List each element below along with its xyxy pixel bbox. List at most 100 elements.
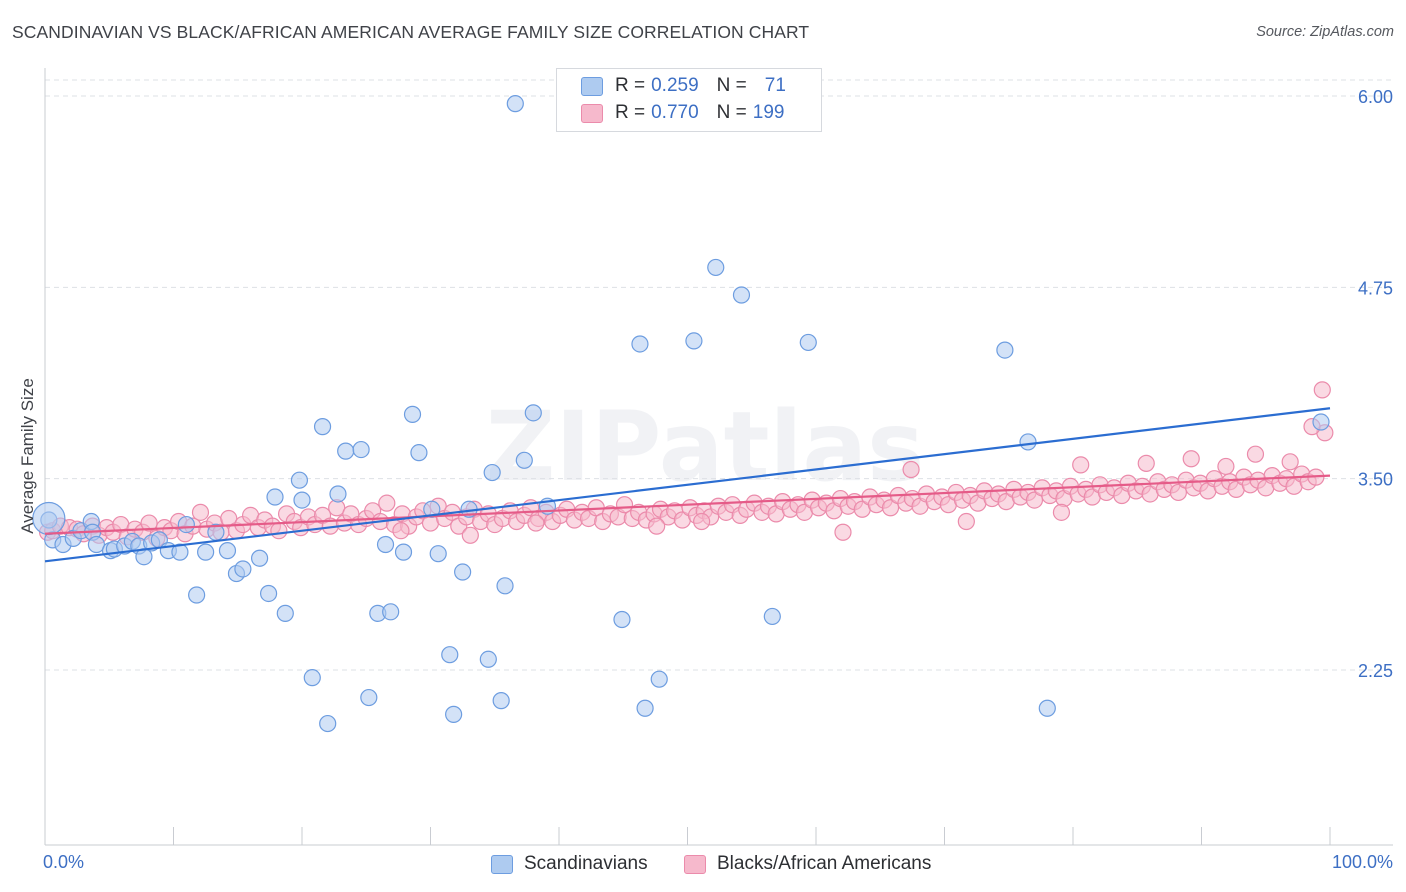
correlation-legend: R = 0.259 N = 71 R = 0.770 N = 199 [556,68,822,132]
scandinavian-point [479,650,497,668]
scandinavian-point [177,515,195,534]
scandinavian-point [337,442,355,460]
black-african-american-point [1182,450,1200,468]
scandinavian-point [445,705,463,723]
scandinavian-point [429,545,447,563]
bottom-legend-swatch-blue [491,854,513,874]
y-axis-label: Average Family Size [18,378,37,534]
scandinavian-point [631,335,649,353]
legend-swatch-pink [581,103,603,123]
scandinavian-point [360,688,378,707]
scandinavian-point [250,549,269,567]
black-african-american-point [140,514,158,532]
black-african-american-point [392,522,410,540]
black-african-american-point [1217,457,1235,476]
bottom-legend-scandinavians: Scandinavians [491,852,648,876]
y-tick-label: 2.25 [1358,661,1393,681]
scandinavian-point [996,341,1014,359]
scandinavian-point [382,603,400,621]
legend-row-black-african-american: R = 0.770 N = 199 [581,101,784,125]
scandinavian-point [410,444,428,462]
scandinavian-point [763,607,781,626]
black-african-american-point [378,494,396,512]
scandinavian-point [492,692,510,710]
scandinavian-point [454,563,472,581]
black-african-american-point [1025,491,1044,509]
black-african-american-point [648,517,666,535]
scandinavian-point [685,332,703,350]
scandinavian-point [197,543,215,561]
y-tick-label: 4.75 [1358,278,1393,298]
y-tick-label: 6.00 [1358,87,1393,107]
scandinavian-point [636,699,654,717]
black-african-american-point [1137,454,1155,472]
bottom-legend-swatch-pink [684,854,706,874]
legend-n-label: N = [716,102,747,123]
scandinavian-point [376,535,395,554]
scandinavian-point [496,577,514,595]
scandinavian-point [394,543,413,561]
scandinavian-point [441,646,459,664]
scandinavian-point [87,535,106,554]
scandinavian-trend-line [44,407,1331,563]
scandinavian-point [303,669,321,687]
legend-swatch-blue [581,76,603,96]
scandinavian-point [259,584,278,603]
scandinavian-point [1038,699,1056,717]
black-african-american-point [527,514,545,532]
scandinavian-point [1019,433,1037,451]
black-african-american-point [1281,453,1299,471]
scandinavian-point [352,440,370,459]
scandinavian-point [515,451,533,469]
scandinavian-point [290,471,309,489]
legend-r-label: R = [615,75,646,96]
black-african-american-point [270,522,288,540]
bottom-legend-label: Blacks/African Americans [717,853,932,874]
scandinavian-point [506,95,524,113]
scandinavian-point [1312,413,1330,431]
scandinavian-point [524,404,542,422]
scandinavian-point [329,485,347,503]
black-african-american-trend-line [44,474,1331,535]
y-tick-label: 3.50 [1358,470,1393,490]
scandinavian-point [313,418,332,436]
legend-n-value: 71 [764,75,786,96]
scandinavian-point [266,488,284,506]
legend-r-label: R = [615,102,646,123]
black-african-american-point [957,512,975,531]
watermark: ZIPatlas [486,391,925,503]
black-african-american-point [1072,456,1090,474]
black-african-american-point [881,499,900,517]
legend-r-value: 0.770 [651,102,699,123]
black-african-american-point [1246,445,1265,463]
black-african-american-point [902,460,920,479]
black-african-american-point [693,512,711,531]
bottom-legend-black-african-american: Blacks/African Americans [684,852,931,876]
black-african-american-point [834,523,852,541]
black-african-american-point [1052,503,1071,521]
black-african-american-point [1313,381,1331,399]
scandinavian-point [403,405,422,423]
chart-source: Source: ZipAtlas.com [1256,24,1394,40]
legend-row-scandinavians: R = 0.259 N = 71 [581,74,786,98]
scandinavian-point [650,670,668,688]
legend-n-label: N = [716,75,747,96]
scandinavian-point [483,463,501,482]
chart-title: SCANDINAVIAN VS BLACK/AFRICAN AMERICAN A… [12,22,810,42]
legend-n-value: 199 [752,102,785,123]
legend-r-value: 0.259 [651,75,699,96]
bottom-legend-label: Scandinavians [524,853,648,874]
black-african-american-point [461,526,479,544]
x-tick-label-max: 100.0% [1331,852,1393,872]
black-african-american-point [191,503,210,521]
x-tick-label-min: 0.0% [43,852,85,872]
scandinavian-point [707,258,725,277]
scandinavian-point [234,560,252,578]
scandinavian-point [218,542,237,560]
black-african-american-point [1169,483,1187,502]
scandinavian-point [293,491,311,509]
scandinavian-point [319,714,337,733]
scandinavian-point [171,543,189,561]
scandinavian-point [613,610,631,629]
